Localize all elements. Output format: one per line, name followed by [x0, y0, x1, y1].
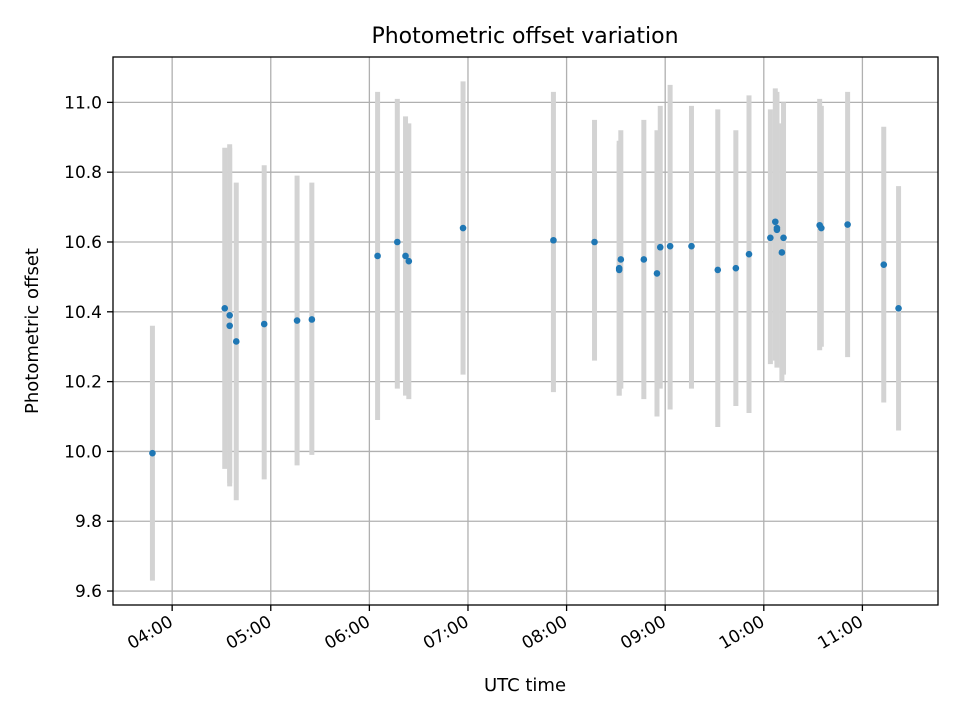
data-point [402, 252, 409, 260]
chart-title: Photometric offset variation [371, 24, 678, 49]
y-tick-label: 10.2 [64, 373, 102, 393]
data-point [459, 224, 467, 232]
data-point [666, 242, 674, 250]
y-axis-label: Photometric offset [22, 248, 43, 414]
data-point [844, 221, 851, 228]
data-point [550, 236, 557, 244]
data-point [688, 242, 695, 250]
data-point [767, 234, 774, 242]
data-point [714, 266, 722, 274]
data-point [772, 218, 779, 226]
data-point [895, 305, 902, 312]
data-point [308, 316, 316, 323]
y-tick-label: 10.6 [64, 233, 102, 253]
data-point [405, 257, 413, 265]
data-point [640, 256, 648, 263]
y-tick-label: 9.6 [75, 582, 102, 602]
plot-frame [112, 56, 939, 606]
data-point [656, 243, 664, 251]
data-point [149, 449, 156, 457]
y-tick-label: 10.4 [64, 303, 102, 323]
data-point [732, 264, 740, 272]
data-point [226, 311, 233, 319]
data-point [778, 249, 786, 256]
data-point [293, 317, 301, 324]
y-axis-ticks: 9.6 9.8 10.0 10.2 10.4 10.6 10.8 11.0 [64, 93, 113, 602]
data-point [260, 320, 268, 328]
data-point [745, 250, 753, 258]
y-tick-label: 10.0 [64, 442, 102, 462]
data-point [615, 266, 623, 274]
data-point [818, 224, 825, 232]
data-point [617, 256, 625, 263]
data-point [374, 252, 381, 260]
x-axis-label: UTC time [484, 675, 566, 696]
data-point [653, 270, 661, 277]
data-point [880, 261, 888, 268]
y-tick-label: 10.8 [64, 163, 102, 183]
data-point [221, 305, 229, 312]
data-point [232, 338, 240, 345]
y-tick-label: 11.0 [64, 93, 102, 113]
y-tick-label: 9.8 [75, 512, 102, 532]
data-point [591, 238, 598, 246]
data-point [773, 226, 781, 234]
data-points [149, 218, 902, 457]
data-point [780, 234, 787, 242]
data-point [226, 322, 233, 330]
grid-lines [113, 57, 938, 605]
data-point [394, 238, 401, 246]
